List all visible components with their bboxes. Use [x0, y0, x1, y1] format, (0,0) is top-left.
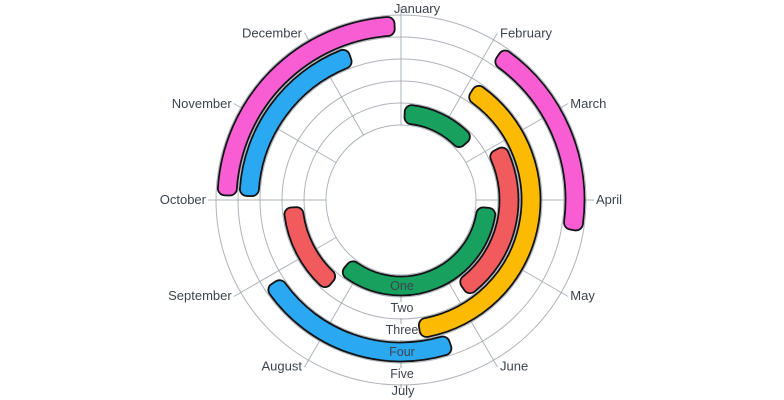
bar-four-2[interactable]	[238, 48, 353, 197]
month-label-october: October	[160, 192, 207, 207]
month-label-january: January	[394, 1, 441, 16]
month-label-november: November	[172, 96, 233, 111]
month-label-august: August	[262, 358, 303, 373]
bars-layer	[216, 16, 586, 363]
bar-five-2[interactable]	[216, 16, 396, 197]
bar-five-1[interactable]	[494, 49, 586, 232]
month-label-september: September	[168, 288, 232, 303]
month-label-may: May	[570, 288, 595, 303]
month-label-july: July	[391, 383, 415, 398]
grid-circle	[325, 124, 477, 276]
track-label-three: Three	[386, 323, 419, 337]
bar-three-1[interactable]	[417, 84, 542, 338]
labels-layer: January February March April May June July Augu…	[160, 1, 622, 398]
bar-one-2[interactable]	[341, 206, 497, 297]
month-label-april: April	[596, 192, 622, 207]
month-label-march: March	[570, 96, 606, 111]
month-label-june: June	[500, 358, 528, 373]
month-label-december: December	[242, 26, 303, 41]
track-label-one: One	[390, 279, 414, 293]
track-label-five: Five	[390, 367, 414, 381]
bar-two-2[interactable]	[283, 206, 337, 288]
track-label-two: Two	[391, 301, 414, 315]
bar-four-1[interactable]	[267, 279, 453, 363]
track-label-four: Four	[389, 345, 415, 359]
month-label-february: February	[500, 26, 553, 41]
month-gridline-september	[233, 237, 337, 297]
bar-two-1[interactable]	[459, 146, 520, 295]
bar-one-1[interactable]	[403, 104, 471, 148]
